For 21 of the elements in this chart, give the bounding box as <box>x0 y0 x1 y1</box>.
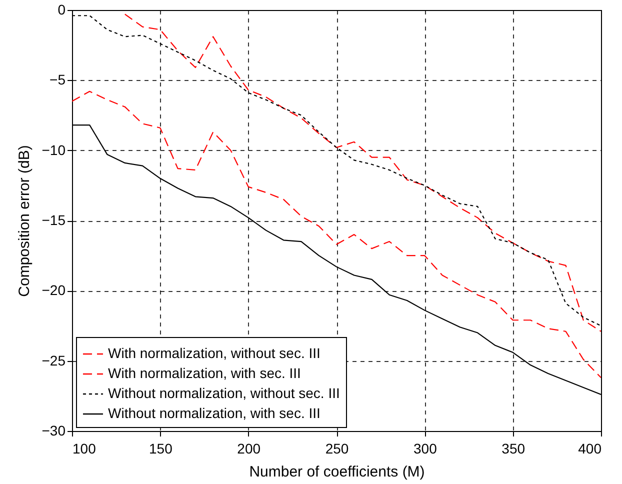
x-tick-label: 300 <box>413 440 438 456</box>
y-tick-label: −25 <box>42 352 66 368</box>
y-axis-title: Composition error (dB) <box>16 145 33 297</box>
legend-label: With normalization, with sec. III <box>108 365 301 381</box>
y-tick-label: −30 <box>42 422 66 438</box>
x-tick-label: 400 <box>578 440 602 456</box>
y-tick-label: −10 <box>42 142 66 158</box>
x-tick-label: 350 <box>502 440 526 456</box>
x-tick-label: 250 <box>325 440 349 456</box>
y-tick-label: −15 <box>42 212 66 228</box>
x-tick-label: 100 <box>72 440 96 456</box>
y-tick-label: 0 <box>58 2 66 18</box>
y-tick-label: −5 <box>50 72 66 88</box>
legend-label: Without normalization, without sec. III <box>108 385 340 401</box>
x-tick-label: 150 <box>148 440 173 456</box>
line-series <box>72 90 601 378</box>
x-tick-label: 200 <box>237 440 261 456</box>
legend-label: Without normalization, with sec. III <box>108 405 320 421</box>
y-tick-label: −20 <box>42 282 66 298</box>
x-axis-title: Number of coefficients (M) <box>249 464 425 480</box>
legend-label: With normalization, without sec. III <box>108 345 320 361</box>
